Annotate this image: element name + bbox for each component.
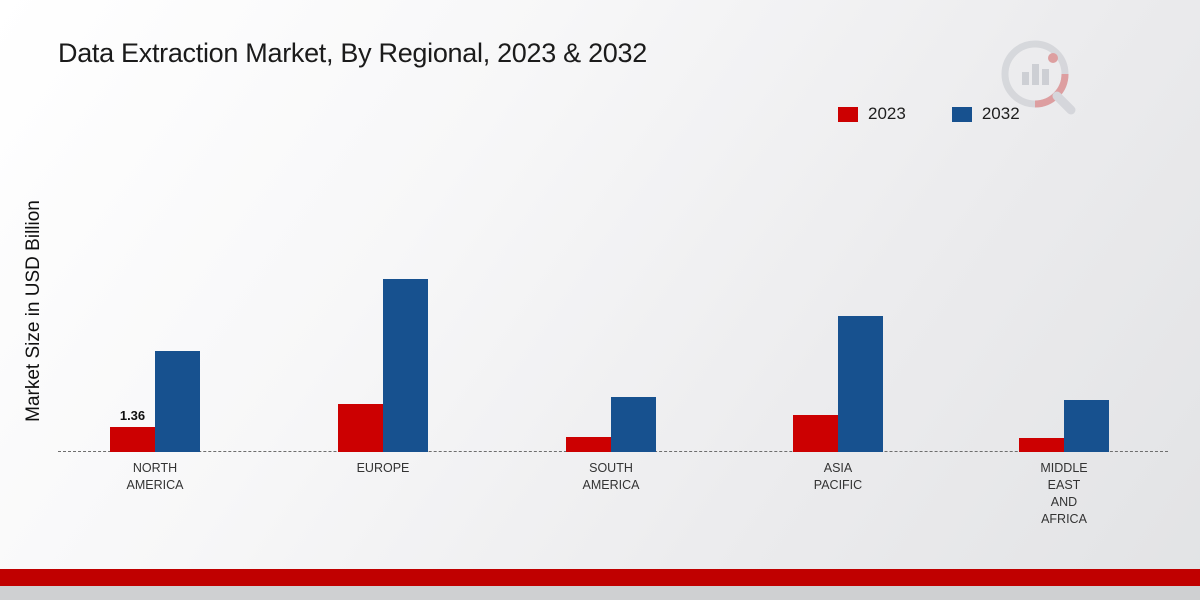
legend-label-2032: 2032 bbox=[981, 104, 1020, 123]
legend-swatch-2023 bbox=[838, 106, 858, 122]
bar-2032-north-america bbox=[155, 351, 200, 452]
bar-2023-south-america bbox=[566, 437, 611, 452]
legend-swatch-2032 bbox=[951, 106, 972, 122]
x-axis-label-0: NORTH AMERICA bbox=[126, 461, 184, 492]
bar-2023-middle-east-and-africa bbox=[1019, 438, 1064, 452]
bar-2023-north-america bbox=[110, 427, 155, 452]
bar-2032-asia-pacific bbox=[838, 316, 883, 452]
magnifier-bars-logo-icon bbox=[1001, 40, 1076, 115]
legend-item-2032[interactable]: 2032 bbox=[951, 104, 1020, 124]
bar-2032-south-america bbox=[611, 397, 656, 452]
x-axis-label-4: MIDDLE EAST AND AFRICA bbox=[1040, 461, 1088, 526]
footer-strip bbox=[0, 586, 1200, 600]
bar-2032-europe bbox=[383, 279, 428, 452]
x-axis-label-3: ASIA PACIFIC bbox=[813, 461, 863, 492]
bar-value-label: 1.36 bbox=[119, 408, 146, 423]
brand-logo-watermark bbox=[995, 34, 1083, 127]
chart-title: Data Extraction Market, By Regional, 202… bbox=[58, 38, 647, 68]
footer-accent-bar bbox=[0, 569, 1200, 586]
bar-2032-middle-east-and-africa bbox=[1064, 400, 1109, 452]
bar-2023-europe bbox=[338, 404, 383, 452]
bar-2023-asia-pacific bbox=[793, 415, 838, 452]
x-axis-label-1: EUROPE bbox=[356, 461, 410, 475]
chart-legend: 2023 2032 bbox=[838, 104, 1020, 124]
legend-item-2023[interactable]: 2023 bbox=[838, 104, 906, 124]
legend-label-2023: 2023 bbox=[868, 104, 906, 123]
x-axis-label-2: SOUTH AMERICA bbox=[582, 461, 640, 492]
